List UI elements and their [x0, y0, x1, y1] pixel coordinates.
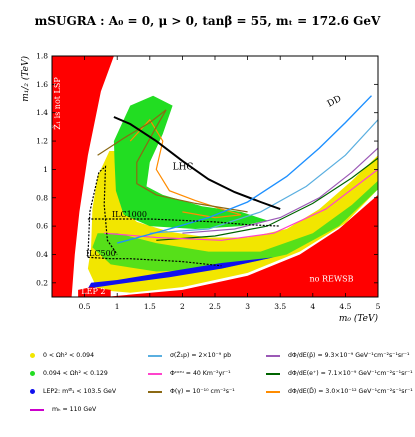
x-tick-label: 2.5	[209, 302, 221, 311]
x-tick-label: 4.5	[339, 302, 351, 311]
legend-swatch	[30, 408, 44, 411]
legend-item: mₕ = 110 GeV	[30, 406, 96, 413]
legend-label: Φ(γ) = 10⁻¹⁰ cm⁻²s⁻¹	[170, 388, 235, 395]
plot-area: 0.5 1 1.5 2 2.5 3 3.5 4 4.5 5 0.2 0.4 0.6 0.8 1 1.2 1.4 1…	[20, 52, 381, 325]
x-tick-label: 4	[310, 302, 315, 311]
y-tick-label: 1.8	[36, 52, 48, 61]
legend-item: Φ(γ) = 10⁻¹⁰ cm⁻²s⁻¹	[148, 388, 235, 395]
legend-item: dΦ/dE(e⁺) = 7.1×10⁻⁹ GeV⁻¹cm⁻²s⁻¹sr⁻¹	[266, 370, 413, 377]
y-tick-label: 1.6	[36, 80, 48, 89]
x-tick-label: 3	[245, 302, 250, 311]
lep2-excluded-region	[87, 257, 274, 289]
legend-label: dΦ/dE(D̄) = 3.0×10⁻¹² GeV⁻¹cm⁻²s⁻¹sr⁻¹	[288, 388, 413, 395]
legend: 0 < Ωh² < 0.094 σ(Z̃₁p) = 2×10⁻⁹ pb dΦ/dE(…	[30, 352, 413, 432]
y-tick-label: 0.4	[36, 250, 48, 259]
legend-label: dΦ/dE(e⁺) = 7.1×10⁻⁹ GeV⁻¹cm⁻²s⁻¹sr⁻¹	[288, 370, 413, 377]
lep2-red-corner	[78, 287, 111, 297]
legend-label: dΦ/dE(p̄) = 9.3×10⁻⁹ GeV⁻¹cm⁻²s⁻¹sr⁻¹	[288, 352, 410, 359]
y-tick-label: 1.4	[36, 108, 48, 117]
legend-swatch	[30, 353, 35, 358]
legend-swatch	[266, 390, 280, 393]
legend-item: dΦ/dE(D̄) = 3.0×10⁻¹² GeV⁻¹cm⁻²s⁻¹sr⁻¹	[266, 388, 413, 395]
legend-swatch	[30, 389, 35, 394]
no-rewsb-region	[104, 194, 378, 297]
legend-label: 0 < Ωh² < 0.094	[43, 352, 95, 359]
ilc-boundary-curve	[87, 165, 118, 258]
y-tick-label: 0.8	[36, 193, 48, 202]
x-tick-label: 2	[180, 302, 185, 311]
legend-label: mₕ = 110 GeV	[52, 406, 97, 413]
legend-swatch	[266, 372, 280, 375]
legend-item: LEP2: mᵂ̃₁ < 103.5 GeV	[30, 388, 116, 395]
x-tick-label: 1	[115, 302, 120, 311]
ilc500-curve	[87, 256, 222, 267]
y-tick-label: 0.2	[36, 278, 48, 287]
legend-swatch	[148, 390, 162, 393]
legend-label: σ(Z̃₁p) = 2×10⁻⁹ pb	[170, 352, 232, 359]
legend-item: dΦ/dE(p̄) = 9.3×10⁻⁹ GeV⁻¹cm⁻²s⁻¹sr⁻¹	[266, 352, 409, 359]
legend-label: 0.094 < Ωh² < 0.129	[43, 370, 108, 377]
brown-contour	[97, 109, 248, 213]
x-tick-label: 5	[376, 302, 381, 311]
legend-item: σ(Z̃₁p) = 2×10⁻⁹ pb	[148, 352, 231, 359]
legend-swatch	[148, 354, 162, 357]
x-tick-label: 1.5	[144, 302, 156, 311]
ilc500-label: ILC500	[86, 249, 116, 258]
y-tick-label: 1.2	[36, 137, 48, 146]
ilc1000-curve	[87, 218, 281, 227]
legend-swatch	[266, 354, 280, 357]
legend-label: LEP2: mᵂ̃₁ < 103.5 GeV	[43, 388, 117, 395]
legend-item: Φᶜᵒʳᵘ = 40 Km⁻²yr⁻¹	[148, 370, 231, 377]
lhc-label: LHC	[173, 162, 194, 172]
chart-title: mSUGRA : A₀ = 0, μ > 0, tanβ = 55, mₜ = …	[34, 14, 381, 28]
magenta-contour	[104, 168, 378, 241]
x-tick-label: 0.5	[79, 302, 91, 311]
darkgreen-contour	[156, 157, 378, 241]
legend-item: 0.094 < Ωh² < 0.129	[30, 370, 108, 377]
lhc-curve	[113, 116, 281, 211]
x-tick-label: 3.5	[274, 302, 286, 311]
dd-curve	[117, 95, 373, 244]
stau-lsp-label: Z̃₁ is not LSP	[53, 77, 62, 130]
legend-item: 0 < Ωh² < 0.094	[30, 352, 94, 359]
purple-contour	[182, 147, 378, 234]
legend-swatch	[30, 371, 35, 376]
y-tick-label: 0.6	[36, 222, 48, 231]
ilc1000-label: ILC1000	[112, 210, 147, 219]
legend-swatch	[148, 372, 162, 375]
plot-layers	[52, 56, 378, 297]
cyan-contour	[149, 119, 378, 234]
legend-label: Φᶜᵒʳᵘ = 40 Km⁻²yr⁻¹	[170, 370, 231, 377]
y-axis-label: m₁/₂ (TeV)	[20, 56, 31, 102]
relic-density-green-lower	[92, 180, 378, 272]
stau-lsp-region	[52, 56, 114, 297]
orange-contour	[129, 118, 242, 219]
no-rewsb-label: no REWSB	[310, 274, 354, 283]
lep2-label: LEP 2	[81, 287, 105, 296]
relic-density-green-band	[113, 95, 268, 229]
x-axis-label: m₀ (TeV)	[339, 313, 379, 324]
y-tick-label: 1	[43, 165, 48, 174]
